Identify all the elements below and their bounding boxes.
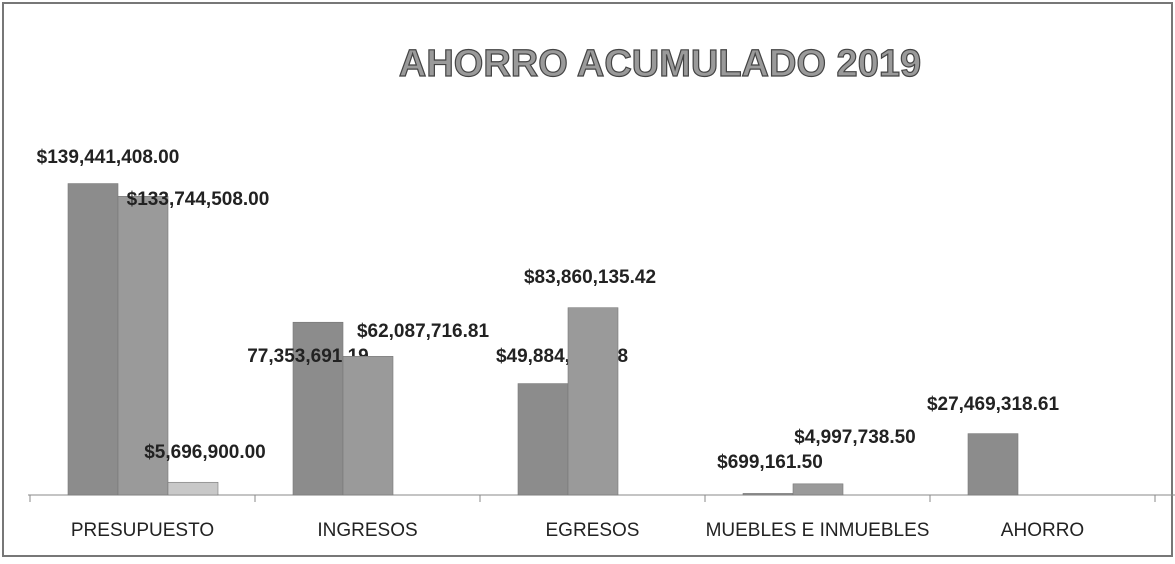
bar <box>792 483 844 496</box>
bar <box>567 307 619 496</box>
x-tick-label: AHORRO <box>1001 520 1084 541</box>
value-label: $5,696,900.00 <box>144 442 266 463</box>
bar <box>67 183 119 496</box>
bar <box>517 383 569 496</box>
value-label: $4,997,738.50 <box>794 427 916 448</box>
bar <box>742 493 794 496</box>
x-tick-label: INGRESOS <box>317 520 417 541</box>
value-label: $62,087,716.81 <box>357 321 490 342</box>
value-label: $27,469,318.61 <box>927 394 1060 415</box>
x-tick-label: MUEBLES E INMUEBLES <box>706 520 930 541</box>
bar <box>292 321 344 496</box>
value-label: $133,744,508.00 <box>127 189 270 210</box>
x-tick-label: EGRESOS <box>546 520 640 541</box>
chart-title: AHORRO ACUMULADO 2019 <box>399 43 921 85</box>
bar <box>167 481 219 496</box>
value-label: $139,441,408.00 <box>37 147 180 168</box>
bar <box>967 433 1019 496</box>
x-tick-label: PRESUPUESTO <box>71 520 214 541</box>
bar <box>117 196 169 496</box>
value-label: $699,161.50 <box>717 452 823 473</box>
value-label: $83,860,135.42 <box>524 267 656 288</box>
bar <box>342 356 394 496</box>
value-label: 77,353,691.19 <box>247 346 369 367</box>
